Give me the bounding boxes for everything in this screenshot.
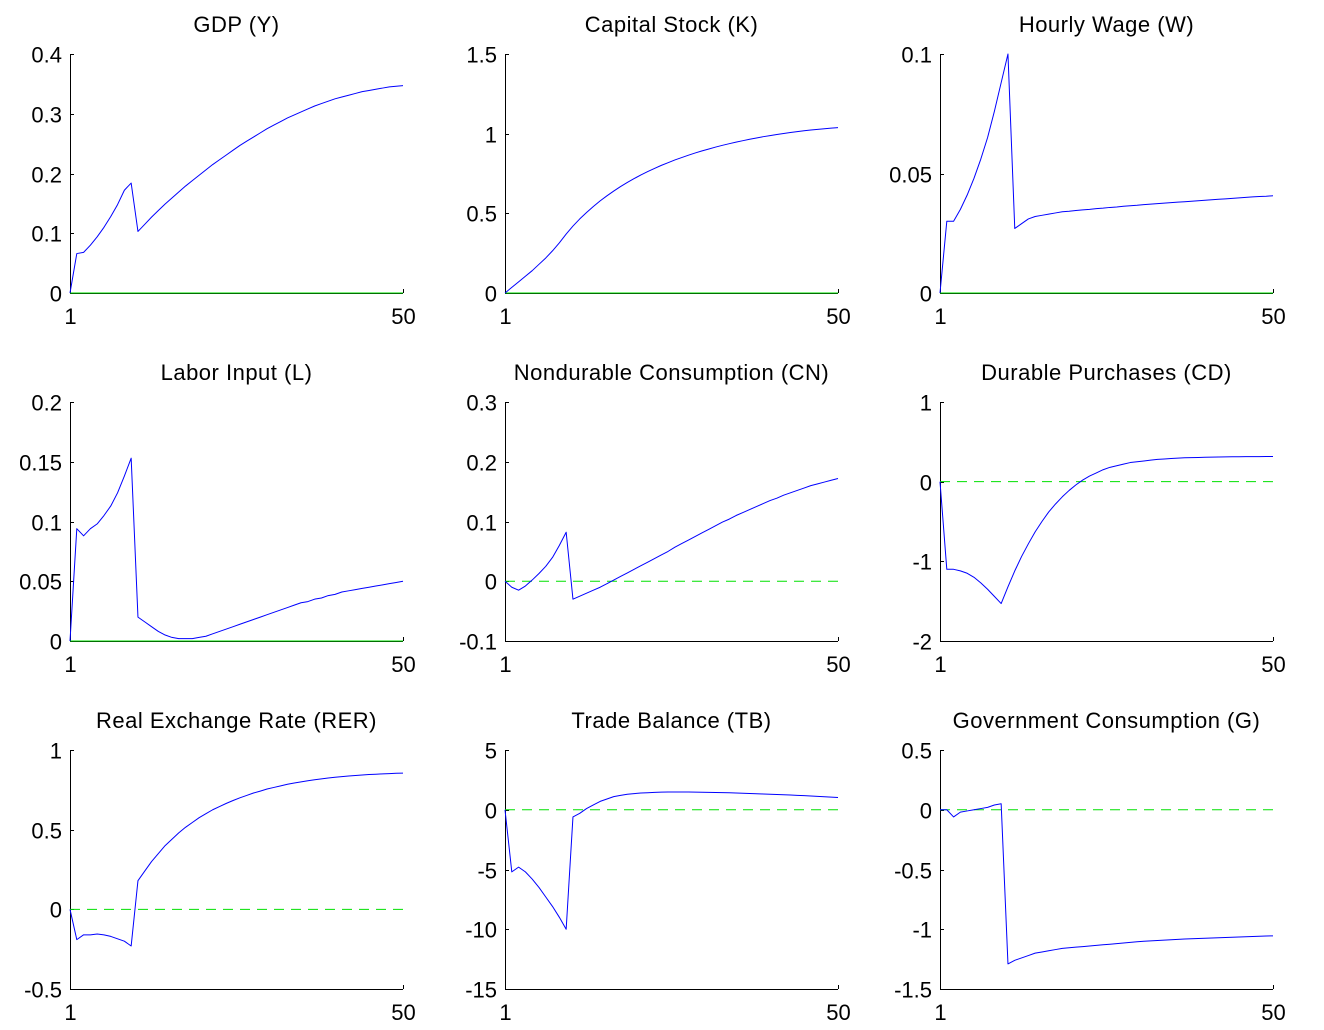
y-tick-label: 0.1	[31, 511, 62, 536]
y-tick-label: 0.5	[466, 202, 497, 227]
series-line	[69, 772, 404, 947]
y-tick-label: 0	[50, 898, 62, 923]
x-tick-label: 1	[934, 652, 946, 677]
chart-panel: Labor Input (L) 0 0.05 0.1 0.15 0.2 1 50	[19, 360, 416, 677]
y-tick-label: 0.3	[466, 391, 497, 416]
chart-title: Hourly Wage (W)	[1019, 12, 1194, 37]
y-tick-label: 0.1	[466, 511, 497, 536]
chart-title: Nondurable Consumption (CN)	[514, 360, 830, 385]
x-tick-label: 50	[391, 652, 415, 677]
chart-title: Labor Input (L)	[161, 360, 313, 385]
y-tick-label: -0.5	[894, 859, 932, 884]
series-line	[504, 127, 839, 294]
series-line	[940, 803, 1274, 965]
chart-title: Real Exchange Rate (RER)	[96, 708, 377, 733]
series-line	[504, 791, 839, 930]
y-tick-label: 0.05	[19, 570, 62, 595]
y-tick-label: 0	[485, 282, 497, 307]
chart-panel: Trade Balance (TB) -15 -10 -5 0 5 1 50	[465, 708, 851, 1025]
y-tick-label: 0.1	[31, 222, 62, 247]
series-line	[504, 477, 839, 600]
y-tick-label: 0	[485, 570, 497, 595]
y-tick-label: 1	[920, 391, 932, 416]
y-tick-label: 0.05	[889, 163, 932, 188]
y-tick-label: 0	[920, 282, 932, 307]
chart-panel: GDP (Y) 0 0.1 0.2 0.3 0.4 1 50	[31, 12, 415, 329]
chart-panel: Government Consumption (G) -1.5 -1 -0.5 0 0.5…	[894, 708, 1286, 1025]
y-tick-label: 0.1	[901, 43, 932, 68]
y-tick-label: -15	[465, 978, 497, 1003]
x-tick-label: 1	[499, 304, 511, 329]
y-tick-label: 0.2	[466, 451, 497, 476]
x-tick-label: 1	[934, 304, 946, 329]
y-tick-label: 0	[920, 471, 932, 496]
chart-panel: Durable Purchases (CD) -2 -1 0 1 1 50	[912, 360, 1285, 677]
chart-title: Capital Stock (K)	[585, 12, 759, 37]
x-tick-label: 50	[391, 1000, 415, 1025]
y-tick-label: 0.5	[901, 739, 932, 764]
y-tick-label: 0.15	[19, 451, 62, 476]
y-tick-label: 0	[920, 799, 932, 824]
chart-panel: Nondurable Consumption (CN) -0.1 0 0.1 0.2 0.…	[459, 360, 851, 677]
x-tick-label: 50	[1261, 1000, 1285, 1025]
chart-title: GDP (Y)	[193, 12, 279, 37]
chart-panel: Capital Stock (K) 0 0.5 1 1.5 1 50	[466, 12, 850, 329]
chart-title: Trade Balance (TB)	[571, 708, 771, 733]
series-line	[939, 53, 1274, 294]
series-line	[69, 85, 404, 294]
y-tick-label: 1	[485, 123, 497, 148]
x-tick-label: 50	[826, 1000, 850, 1025]
y-tick-label: -1	[912, 918, 932, 943]
y-tick-label: 0.2	[31, 391, 62, 416]
y-tick-label: 1	[50, 739, 62, 764]
y-tick-label: 1.5	[466, 43, 497, 68]
series-line	[69, 457, 404, 642]
y-tick-label: -10	[465, 918, 497, 943]
y-tick-label: 0.5	[31, 819, 62, 844]
chart-title: Durable Purchases (CD)	[981, 360, 1232, 385]
y-tick-label: -0.5	[24, 978, 62, 1003]
x-tick-label: 1	[64, 304, 76, 329]
series-line	[939, 455, 1273, 605]
y-tick-label: 0	[50, 630, 62, 655]
y-tick-label: -1.5	[894, 978, 932, 1003]
x-tick-label: 50	[1261, 304, 1285, 329]
y-tick-label: 0	[50, 282, 62, 307]
x-tick-label: 50	[826, 304, 850, 329]
x-tick-label: 1	[499, 1000, 511, 1025]
x-tick-label: 1	[934, 1000, 946, 1025]
x-tick-label: 1	[64, 1000, 76, 1025]
y-tick-label: 5	[485, 739, 497, 764]
y-tick-label: -0.1	[459, 630, 497, 655]
chart-panel: Real Exchange Rate (RER) -0.5 0 0.5 1 1 50	[24, 708, 416, 1025]
y-tick-label: 0.4	[31, 43, 62, 68]
x-tick-label: 1	[499, 652, 511, 677]
x-tick-label: 50	[391, 304, 415, 329]
chart-title: Government Consumption (G)	[953, 708, 1261, 733]
x-tick-label: 1	[64, 652, 76, 677]
y-tick-label: 0.3	[31, 103, 62, 128]
y-tick-label: -5	[477, 859, 497, 884]
x-tick-label: 50	[1261, 652, 1285, 677]
x-tick-label: 50	[826, 652, 850, 677]
y-tick-label: 0.2	[31, 163, 62, 188]
y-tick-label: 0	[485, 799, 497, 824]
y-tick-label: -1	[912, 550, 932, 575]
chart-panel: Hourly Wage (W) 0 0.05 0.1 1 50	[889, 12, 1286, 329]
y-tick-label: -2	[912, 630, 932, 655]
